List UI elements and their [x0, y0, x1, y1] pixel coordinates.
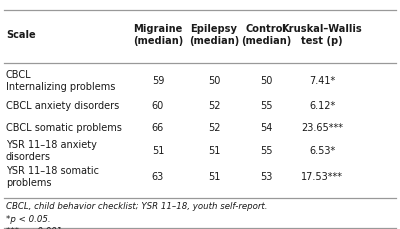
Text: 52: 52 — [208, 101, 220, 112]
Text: Kruskal–Wallis
test (p): Kruskal–Wallis test (p) — [282, 25, 362, 46]
Text: YSR 11–18 somatic
problems: YSR 11–18 somatic problems — [6, 166, 99, 188]
Text: 51: 51 — [208, 172, 220, 183]
Text: YSR 11–18 anxiety
disorders: YSR 11–18 anxiety disorders — [6, 140, 97, 162]
Text: 52: 52 — [208, 123, 220, 133]
Text: CBCL anxiety disorders: CBCL anxiety disorders — [6, 101, 119, 112]
Text: CBCL
Internalizing problems: CBCL Internalizing problems — [6, 70, 115, 92]
Text: 51: 51 — [208, 146, 220, 156]
Text: 7.41*: 7.41* — [309, 76, 335, 86]
Text: 23.65***: 23.65*** — [301, 123, 343, 133]
Text: 66: 66 — [152, 123, 164, 133]
Text: 50: 50 — [260, 76, 272, 86]
Text: 60: 60 — [152, 101, 164, 112]
Text: 55: 55 — [260, 146, 272, 156]
Text: CBCL somatic problems: CBCL somatic problems — [6, 123, 122, 133]
Text: 50: 50 — [208, 76, 220, 86]
Text: 51: 51 — [152, 146, 164, 156]
Text: 6.53*: 6.53* — [309, 146, 335, 156]
Text: CBCL, child behavior checklist; YSR 11–18, youth self-report.: CBCL, child behavior checklist; YSR 11–1… — [6, 202, 268, 211]
Text: 63: 63 — [152, 172, 164, 183]
Text: Scale: Scale — [6, 30, 36, 41]
Text: Migraine
(median): Migraine (median) — [133, 25, 183, 46]
Text: 54: 54 — [260, 123, 272, 133]
Text: 59: 59 — [152, 76, 164, 86]
Text: 55: 55 — [260, 101, 272, 112]
Text: 53: 53 — [260, 172, 272, 183]
Text: 6.12*: 6.12* — [309, 101, 335, 112]
Text: *p < 0.05.: *p < 0.05. — [6, 215, 51, 224]
Text: Control
(median): Control (median) — [241, 25, 291, 46]
Text: Epilepsy
(median): Epilepsy (median) — [189, 25, 239, 46]
Text: ***p < 0.001.: ***p < 0.001. — [6, 227, 65, 229]
Text: 17.53***: 17.53*** — [301, 172, 343, 183]
